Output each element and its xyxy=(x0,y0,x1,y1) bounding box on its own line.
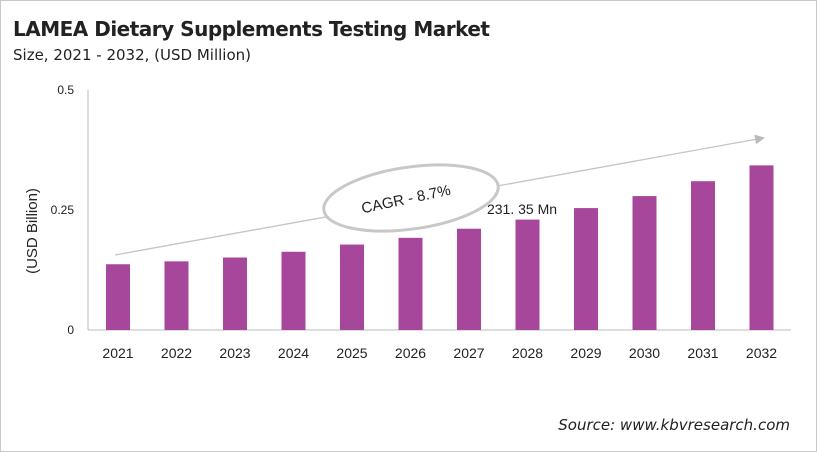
y-tick-label: 0 xyxy=(67,323,74,337)
bar-2026 xyxy=(398,237,423,330)
bar-2032 xyxy=(749,165,774,330)
bar-2030 xyxy=(632,196,657,330)
x-tick-label: 2024 xyxy=(278,345,309,361)
source-text: Source: www.kbvresearch.com xyxy=(558,416,790,434)
y-tick-label: 0.25 xyxy=(51,203,75,217)
y-tick-label: 0.5 xyxy=(57,83,74,97)
bar-2023 xyxy=(223,257,247,330)
bar-2028 xyxy=(515,219,540,330)
x-tick-label: 2028 xyxy=(512,345,543,361)
cagr-ellipse xyxy=(322,163,500,233)
x-tick-label: 2032 xyxy=(746,345,777,361)
bar-2029 xyxy=(574,208,598,330)
x-tick-label: 2027 xyxy=(453,345,484,361)
x-tick-label: 2031 xyxy=(687,345,718,361)
y-axis-label: (USD Billion) xyxy=(24,188,41,274)
x-tick-label: 2022 xyxy=(161,345,192,361)
value-label-2028: 231. 35 Mn xyxy=(487,201,557,217)
x-tick-label: 2030 xyxy=(629,345,660,361)
x-tick-label: 2025 xyxy=(336,345,367,361)
bar-2022 xyxy=(164,261,189,330)
bar-2027 xyxy=(457,228,481,330)
bar-2024 xyxy=(281,251,306,330)
x-tick-label: 2026 xyxy=(395,345,426,361)
bar-2025 xyxy=(340,244,364,330)
chart-title: LAMEA Dietary Supplements Testing Market xyxy=(13,17,490,41)
x-tick-label: 2023 xyxy=(219,345,250,361)
x-tick-label: 2029 xyxy=(570,345,601,361)
bar-2031 xyxy=(691,181,715,330)
x-tick-label: 2021 xyxy=(102,345,133,361)
chart-subtitle: Size, 2021 - 2032, (USD Million) xyxy=(13,46,251,64)
bar-2021 xyxy=(106,264,130,330)
